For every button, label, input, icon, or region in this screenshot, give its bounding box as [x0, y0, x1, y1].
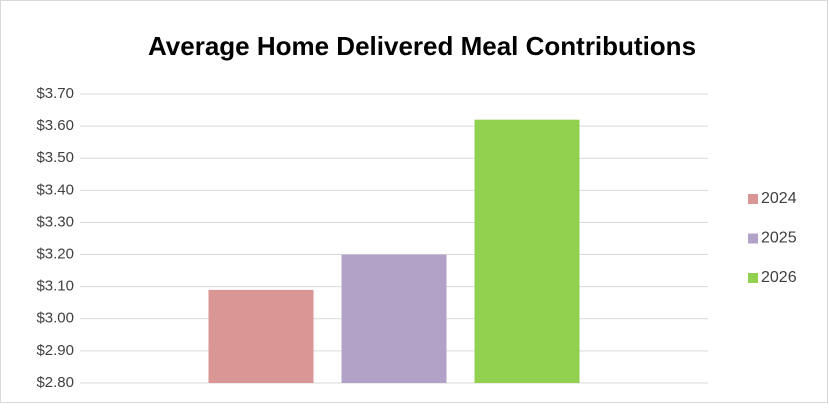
legend-label: 2026 — [761, 269, 797, 286]
y-tick-label: $3.40 — [36, 181, 74, 198]
bar — [208, 289, 314, 383]
y-tick-label: $3.50 — [36, 149, 74, 166]
y-tick-label: $2.90 — [36, 342, 74, 359]
y-tick-label: $3.30 — [36, 213, 74, 230]
y-tick-label: $3.20 — [36, 246, 74, 263]
legend-swatch — [748, 194, 758, 204]
chart-title: Average Home Delivered Meal Contribution… — [148, 31, 696, 61]
y-tick-label: $2.80 — [36, 374, 74, 391]
legend-label: 2024 — [761, 190, 797, 207]
y-tick-label: $3.10 — [36, 278, 74, 295]
legend-swatch — [748, 233, 758, 244]
y-tick-label: $3.60 — [36, 117, 74, 134]
y-tick-label: $3.00 — [36, 310, 74, 327]
legend-swatch — [748, 273, 758, 283]
legend-label: 2025 — [761, 230, 797, 247]
bar — [341, 254, 447, 383]
bar — [474, 119, 580, 383]
y-tick-label: $3.70 — [36, 85, 74, 102]
